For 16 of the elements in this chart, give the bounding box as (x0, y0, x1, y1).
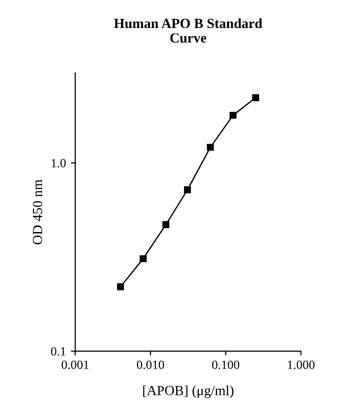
x-axis-title: [APOB] (μg/ml) (143, 385, 234, 398)
point (140, 255, 147, 262)
x-tick-label: 0.010 (136, 360, 164, 370)
point (117, 283, 124, 290)
y-tick-label: 0.1 (51, 347, 66, 356)
x-tick-label: 0.100 (212, 360, 240, 370)
point (230, 112, 236, 119)
y-axis-title: OD 450 nm (32, 180, 42, 244)
x-tick-label: 0.001 (62, 360, 89, 370)
y-tick-label: 1.0 (52, 158, 66, 168)
chart-title: Human APO B Standard Curve (114, 18, 262, 43)
point (162, 221, 170, 228)
point (184, 186, 191, 194)
x-tick-label: 1.000 (288, 360, 315, 370)
point (252, 94, 260, 102)
point (206, 144, 214, 151)
